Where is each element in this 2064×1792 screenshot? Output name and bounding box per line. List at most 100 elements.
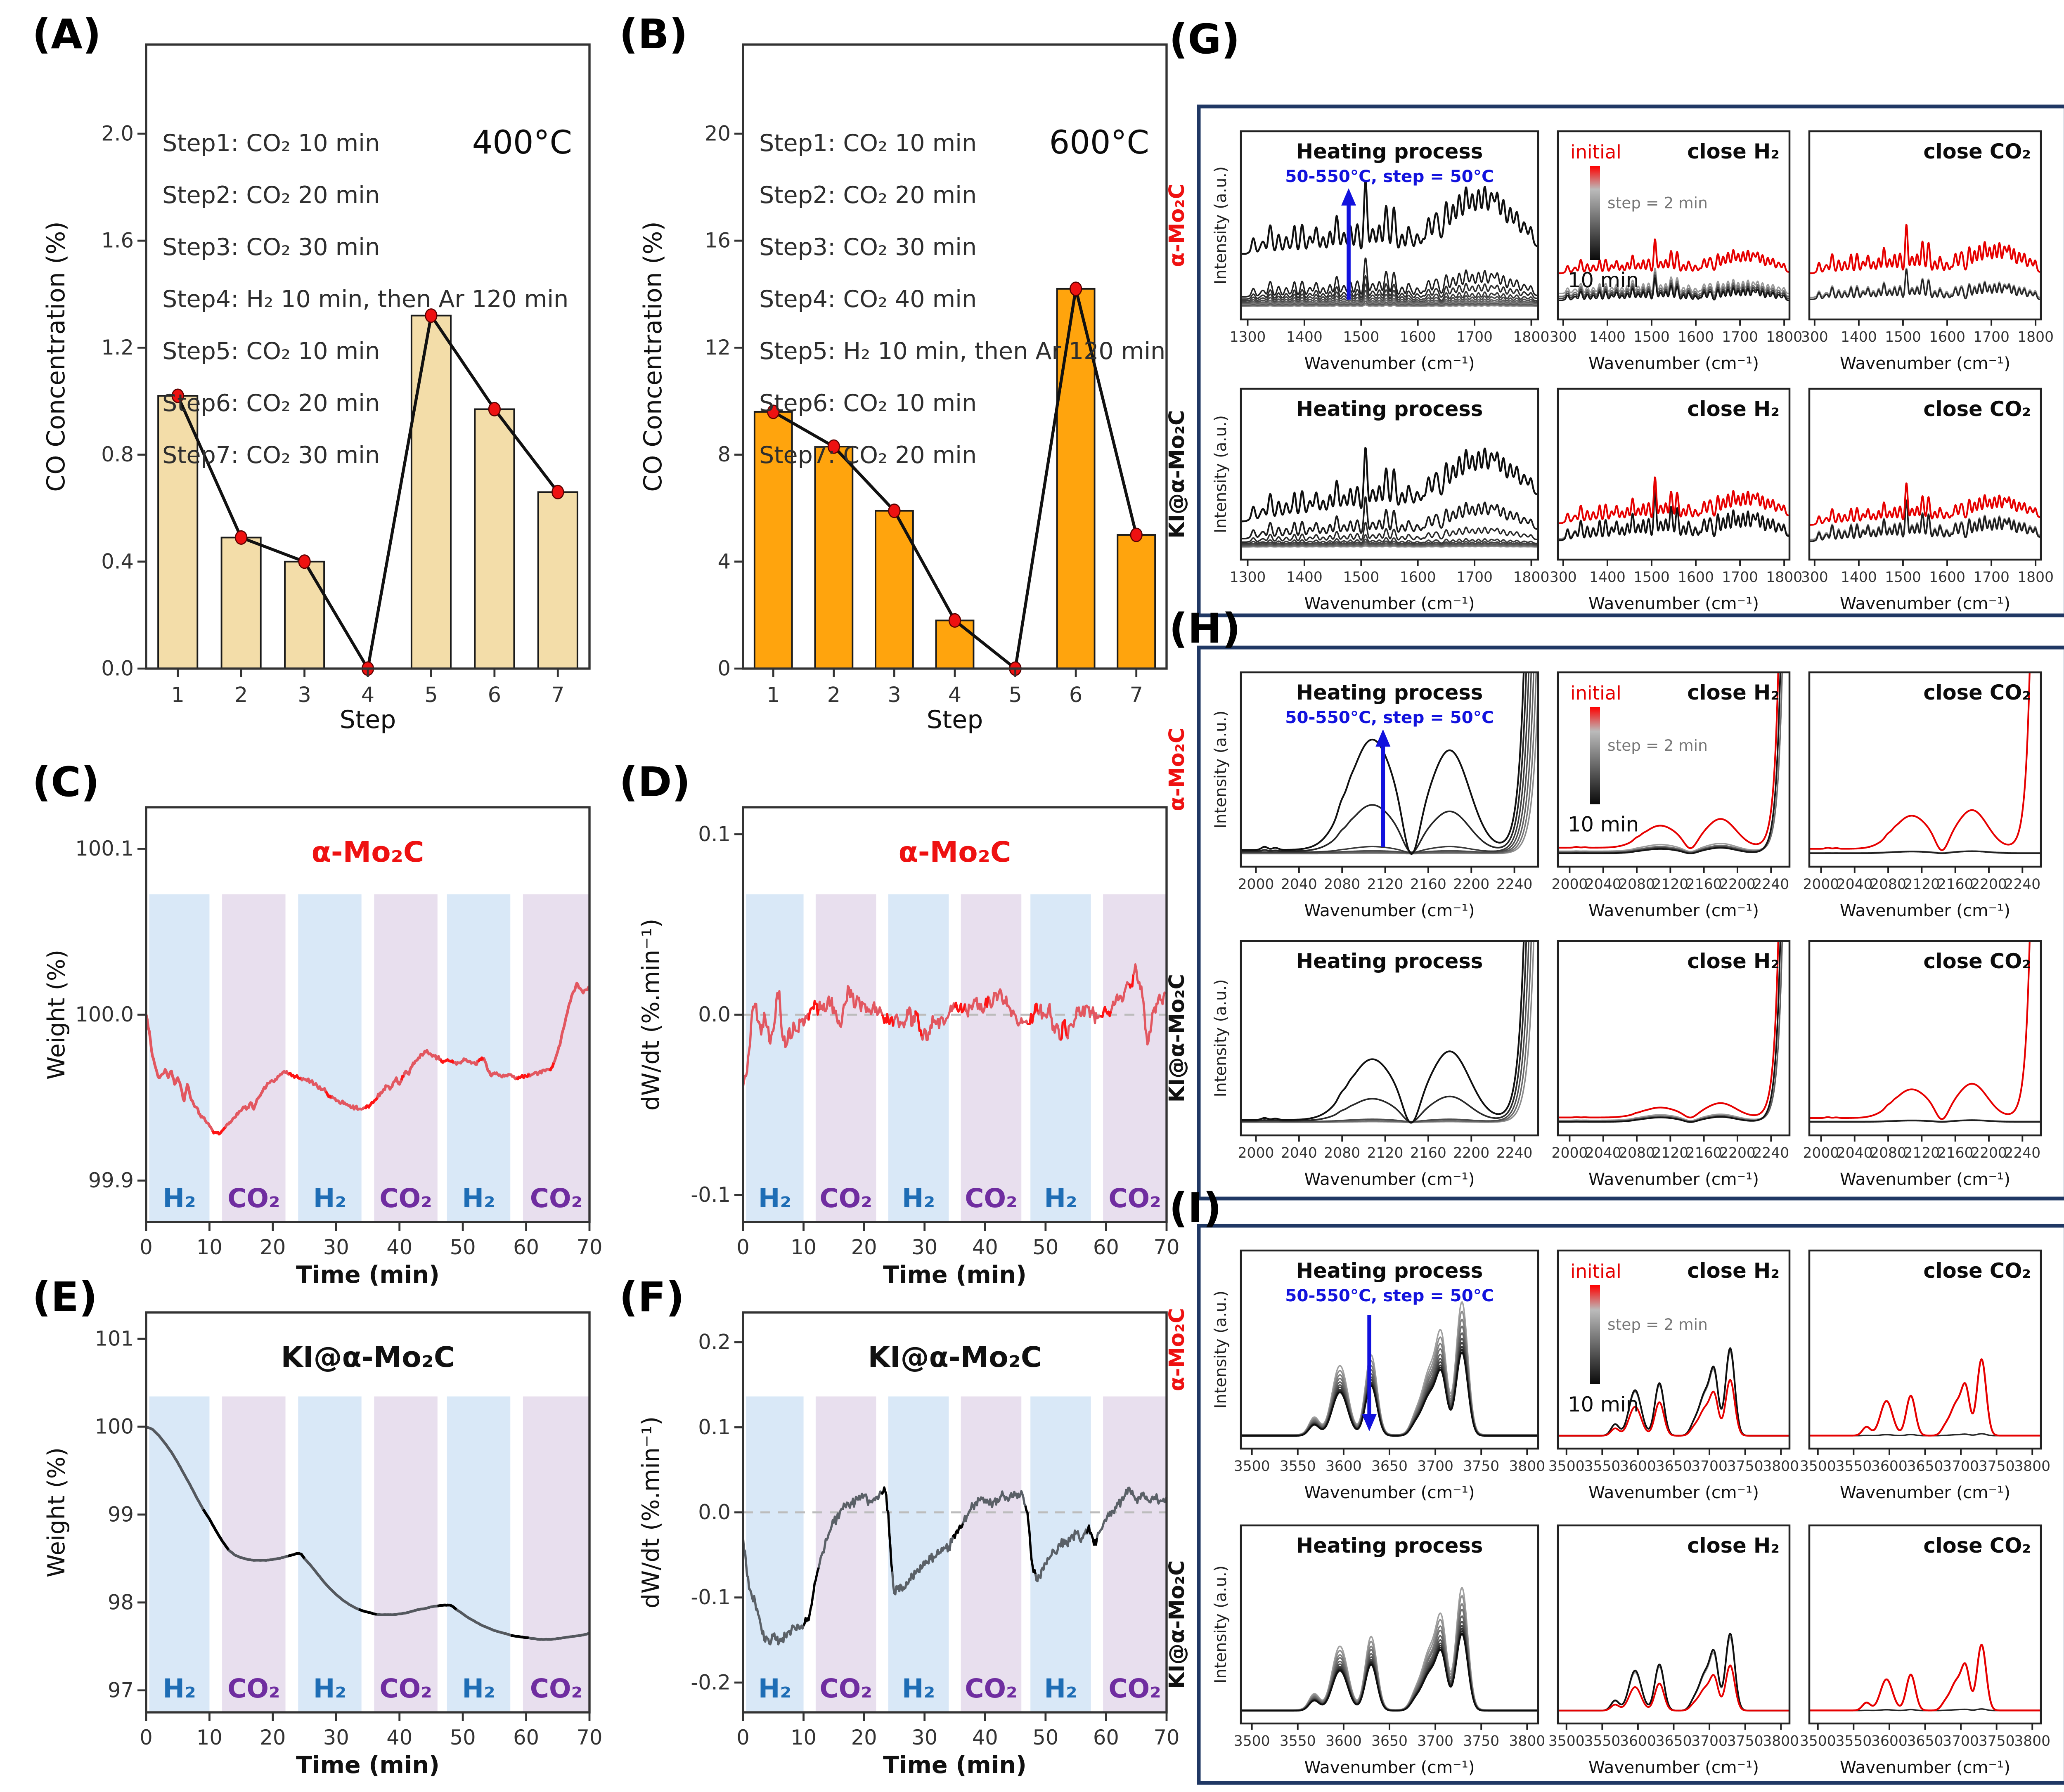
svg-text:98: 98 xyxy=(108,1590,134,1614)
svg-text:1600: 1600 xyxy=(1678,329,1714,345)
svg-text:step = 2 min: step = 2 min xyxy=(1607,1315,1708,1333)
svg-text:12: 12 xyxy=(705,336,731,359)
svg-text:3800: 3800 xyxy=(1509,1733,1545,1749)
svg-text:3: 3 xyxy=(888,683,901,707)
svg-text:2040: 2040 xyxy=(1837,1145,1873,1161)
svg-text:3600: 3600 xyxy=(1326,1733,1362,1749)
svg-text:2120: 2120 xyxy=(1903,1145,1940,1161)
svg-text:3550: 3550 xyxy=(1280,1733,1316,1749)
svg-text:7: 7 xyxy=(1129,683,1143,707)
svg-text:Step: Step xyxy=(927,705,983,734)
svg-text:1500: 1500 xyxy=(1343,569,1379,586)
svg-text:300: 300 xyxy=(1801,329,1828,345)
svg-text:CO₂: CO₂ xyxy=(965,1183,1017,1213)
svg-text:close H₂: close H₂ xyxy=(1687,1259,1780,1283)
svg-text:3600: 3600 xyxy=(1620,1733,1656,1749)
svg-text:Heating process: Heating process xyxy=(1296,949,1483,973)
svg-text:Wavenumber (cm⁻¹): Wavenumber (cm⁻¹) xyxy=(1304,353,1475,373)
svg-text:300: 300 xyxy=(1801,569,1828,586)
svg-text:Step7: CO₂ 20 min: Step7: CO₂ 20 min xyxy=(759,442,977,469)
svg-text:600°C: 600°C xyxy=(1049,124,1149,161)
svg-text:1300: 1300 xyxy=(1230,329,1266,345)
svg-text:0.1: 0.1 xyxy=(698,822,731,846)
svg-text:3: 3 xyxy=(298,683,311,707)
panel-F: H₂ CO₂ H₂ CO₂ H₂ CO₂ -0.2 -0.1 0.0 0.1 0.2 0 10 20 30 4… xyxy=(637,1311,1180,1779)
svg-text:close H₂: close H₂ xyxy=(1687,949,1780,973)
svg-text:50: 50 xyxy=(1032,1235,1058,1259)
svg-text:3700: 3700 xyxy=(1943,1733,1979,1749)
svg-text:10: 10 xyxy=(196,1235,222,1259)
svg-text:KI@α-Mo₂C: KI@α-Mo₂C xyxy=(1165,1560,1189,1688)
svg-text:H₂: H₂ xyxy=(462,1674,495,1704)
spectra-H-r1c0: 2000 2040 2080 2120 2160 2200 2240 Wavenumber (… xyxy=(1238,940,1539,1189)
svg-text:2080: 2080 xyxy=(1870,876,1906,893)
svg-text:Intensity (a.u.): Intensity (a.u.) xyxy=(1212,166,1230,284)
svg-text:Heating process: Heating process xyxy=(1296,1259,1483,1283)
svg-text:100.1: 100.1 xyxy=(75,837,134,861)
svg-text:2080: 2080 xyxy=(1324,876,1360,893)
panel-D: H₂ CO₂ H₂ CO₂ H₂ CO₂ -0.1 0.0 0.1 0 10 20 30 40 50 60 70… xyxy=(637,806,1180,1288)
panel-G: α-Mo₂C Intensity (a.u.) 1300 1400 1500 1600 17… xyxy=(1165,104,2064,617)
svg-text:2000: 2000 xyxy=(1552,876,1588,893)
svg-text:initial: initial xyxy=(1570,682,1621,704)
svg-text:3500: 3500 xyxy=(1548,1733,1585,1749)
svg-text:CO₂: CO₂ xyxy=(1108,1674,1161,1704)
svg-text:H₂: H₂ xyxy=(758,1183,791,1213)
svg-text:2120: 2120 xyxy=(1652,1145,1688,1161)
svg-text:3700: 3700 xyxy=(1691,1458,1728,1475)
svg-text:101: 101 xyxy=(95,1326,134,1350)
svg-text:10: 10 xyxy=(196,1726,222,1749)
svg-text:3800: 3800 xyxy=(1763,1733,1799,1749)
svg-text:2040: 2040 xyxy=(1837,876,1873,893)
svg-text:Wavenumber (cm⁻¹): Wavenumber (cm⁻¹) xyxy=(1588,353,1759,373)
svg-text:20: 20 xyxy=(260,1726,286,1749)
svg-text:1800: 1800 xyxy=(1513,329,1550,345)
svg-text:20: 20 xyxy=(851,1726,877,1749)
svg-text:50-550°C, step = 50°C: 50-550°C, step = 50°C xyxy=(1285,707,1494,727)
svg-text:4: 4 xyxy=(361,683,374,707)
svg-text:3550: 3550 xyxy=(1280,1458,1316,1475)
svg-text:Wavenumber (cm⁻¹): Wavenumber (cm⁻¹) xyxy=(1840,1169,2010,1189)
svg-text:Heating process: Heating process xyxy=(1296,397,1483,421)
svg-text:1700: 1700 xyxy=(1973,329,2010,345)
svg-text:2040: 2040 xyxy=(1585,876,1621,893)
svg-text:6: 6 xyxy=(488,683,501,707)
svg-text:Wavenumber (cm⁻¹): Wavenumber (cm⁻¹) xyxy=(1304,1757,1475,1777)
svg-text:50: 50 xyxy=(1032,1726,1058,1749)
svg-text:2.0: 2.0 xyxy=(101,122,134,146)
svg-text:1500: 1500 xyxy=(1343,329,1379,345)
svg-text:Wavenumber (cm⁻¹): Wavenumber (cm⁻¹) xyxy=(1588,1482,1759,1502)
svg-text:2240: 2240 xyxy=(1496,876,1533,893)
svg-text:60: 60 xyxy=(513,1235,539,1259)
svg-text:2080: 2080 xyxy=(1324,1145,1360,1161)
svg-text:1600: 1600 xyxy=(1678,569,1714,586)
svg-text:5: 5 xyxy=(424,683,438,707)
svg-text:30: 30 xyxy=(911,1726,937,1749)
svg-text:2000: 2000 xyxy=(1238,876,1274,893)
svg-text:70: 70 xyxy=(577,1235,603,1259)
svg-text:1800: 1800 xyxy=(1513,569,1550,586)
panel-label-b: (B) xyxy=(619,10,688,58)
svg-text:2160: 2160 xyxy=(1937,1145,1974,1161)
svg-text:3550: 3550 xyxy=(1835,1458,1872,1475)
svg-text:40: 40 xyxy=(386,1235,412,1259)
svg-text:Step6: CO₂ 20 min: Step6: CO₂ 20 min xyxy=(162,390,380,417)
svg-text:Wavenumber (cm⁻¹): Wavenumber (cm⁻¹) xyxy=(1588,901,1759,920)
svg-text:H₂: H₂ xyxy=(462,1183,495,1213)
svg-text:0: 0 xyxy=(736,1726,750,1749)
svg-text:2240: 2240 xyxy=(1753,876,1789,893)
svg-text:1500: 1500 xyxy=(1885,569,1921,586)
svg-text:Weight (%): Weight (%) xyxy=(43,950,70,1080)
svg-text:Step3: CO₂ 30 min: Step3: CO₂ 30 min xyxy=(759,234,977,261)
svg-text:3550: 3550 xyxy=(1584,1458,1620,1475)
svg-text:70: 70 xyxy=(577,1726,603,1749)
svg-text:Wavenumber (cm⁻¹): Wavenumber (cm⁻¹) xyxy=(1840,593,2010,613)
svg-text:Wavenumber (cm⁻¹): Wavenumber (cm⁻¹) xyxy=(1304,1482,1475,1502)
svg-text:1500: 1500 xyxy=(1633,329,1670,345)
svg-text:0.4: 0.4 xyxy=(101,549,134,573)
svg-text:dW/dt (%.min⁻¹): dW/dt (%.min⁻¹) xyxy=(637,1416,665,1609)
